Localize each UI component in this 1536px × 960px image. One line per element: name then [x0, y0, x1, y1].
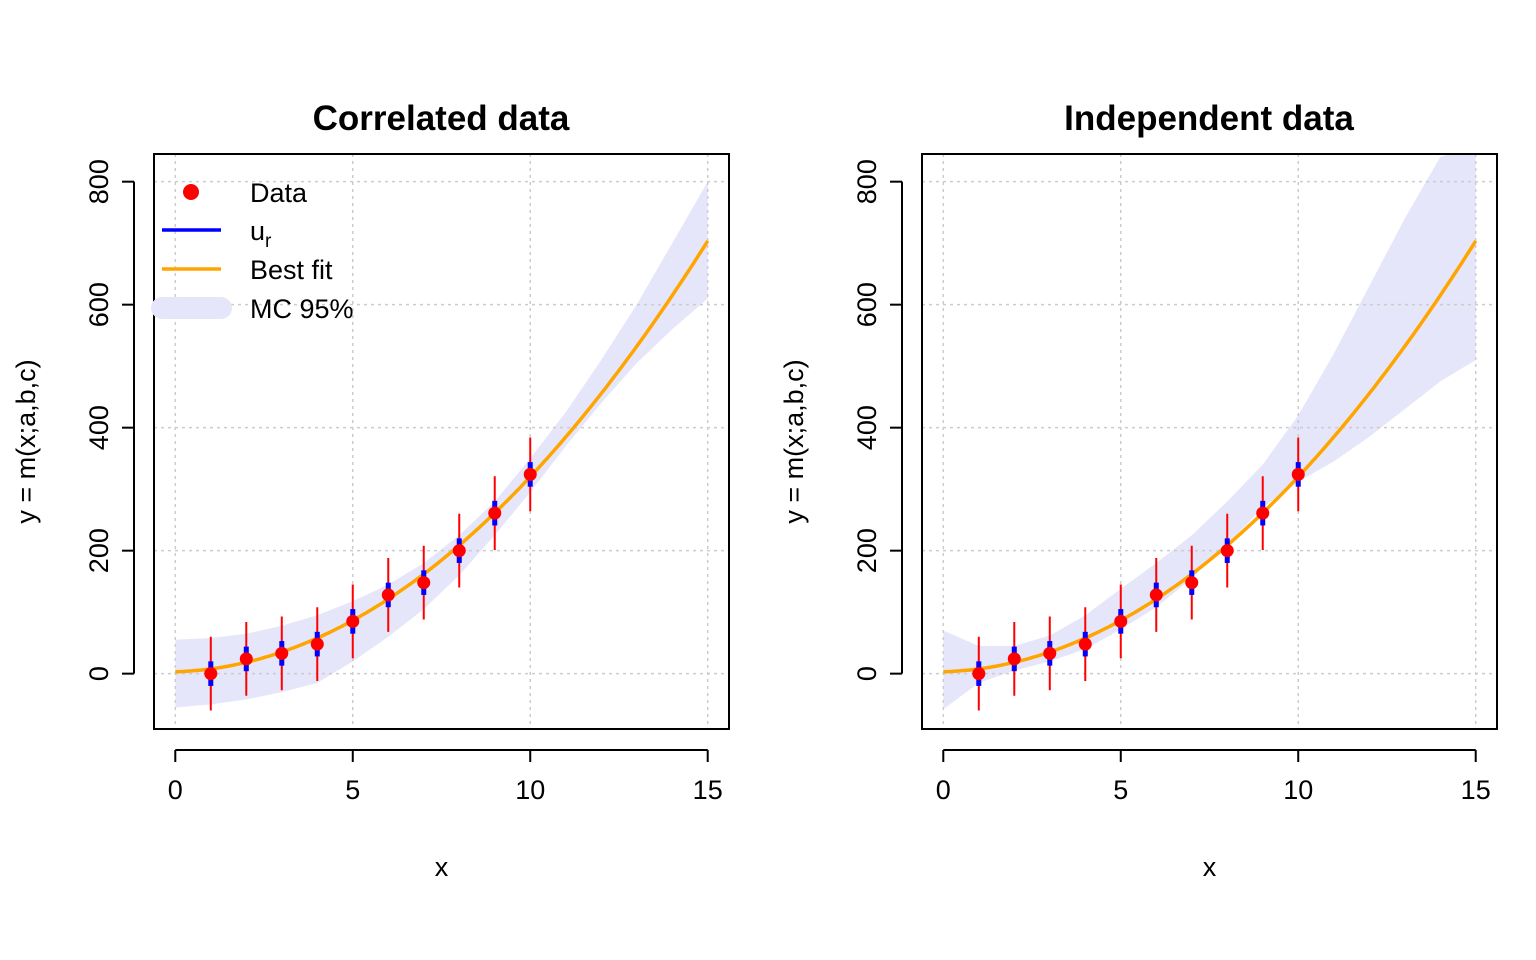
data-point-group — [1043, 616, 1057, 691]
legend-label: ur — [250, 216, 272, 252]
data-point-group — [204, 636, 218, 711]
plot-frame — [921, 153, 1498, 730]
x-tick-label: 15 — [1461, 775, 1491, 805]
legend-label: Data — [250, 178, 308, 208]
data-point-group — [417, 545, 431, 620]
y-tick-label: 200 — [852, 528, 882, 573]
y-tick-label: 400 — [84, 405, 114, 450]
data-point — [239, 652, 253, 666]
x-axis-title: x — [1203, 852, 1217, 882]
y-tick-label: 600 — [84, 282, 114, 327]
y-tick-label: 400 — [852, 405, 882, 450]
data-point — [972, 667, 986, 681]
best-fit-line — [943, 240, 1478, 674]
panel-2: Independent data 0 5 10 15 x 0 200 400 600 800 y = … — [779, 99, 1498, 882]
data-point-group — [1007, 621, 1021, 696]
data-point-group — [1185, 545, 1199, 620]
data-point — [1078, 637, 1092, 651]
legend-entry: ur — [162, 216, 272, 252]
mc-95-band — [175, 181, 708, 708]
data-point-group — [1114, 584, 1128, 659]
data-point — [1007, 652, 1021, 666]
data-point — [1149, 588, 1163, 602]
x-tick-label: 5 — [1113, 775, 1128, 805]
data-point — [488, 506, 502, 520]
legend-point-icon — [183, 184, 199, 200]
data-point — [523, 467, 537, 481]
x-tick-label: 10 — [1283, 775, 1313, 805]
x-axis: 0 5 10 15 x — [936, 749, 1491, 882]
panel-1: Correlated data 0 5 10 15 x 0 200 400 600 800 y = m… — [11, 99, 730, 882]
data-point — [1291, 467, 1305, 481]
legend-label: MC 95% — [250, 294, 354, 324]
data-point-group — [346, 584, 360, 659]
data-point-group — [1149, 558, 1163, 632]
data-point-group — [972, 636, 986, 711]
y-tick-label: 0 — [852, 666, 882, 681]
data-point-group — [381, 558, 395, 632]
panel-title: Independent data — [1064, 99, 1354, 138]
plot-area — [922, 154, 1497, 729]
y-tick-label: 0 — [84, 666, 114, 681]
plot-area — [154, 154, 729, 729]
x-axis: 0 5 10 15 x — [168, 749, 723, 882]
y-axis-title: y = m(x;a,b,c) — [11, 359, 41, 523]
data-point — [1185, 576, 1199, 590]
data-point — [1043, 646, 1057, 660]
data-point — [452, 544, 466, 558]
data-point — [417, 576, 431, 590]
data-point-group — [1220, 513, 1234, 588]
data-point — [1114, 614, 1128, 628]
data-point-group — [452, 513, 466, 588]
legend-label: Best fit — [250, 255, 333, 285]
legend-entry: Best fit — [162, 255, 333, 285]
y-axis-title: y = m(x;a,b,c) — [779, 359, 809, 523]
y-tick-label: 800 — [84, 159, 114, 204]
legend-subscript: r — [265, 231, 272, 252]
data-point-group — [310, 607, 324, 682]
y-tick-label: 800 — [852, 159, 882, 204]
data-point — [1220, 544, 1234, 558]
x-tick-label: 0 — [936, 775, 951, 805]
data-point-group — [1256, 476, 1270, 551]
x-tick-label: 5 — [345, 775, 360, 805]
data-point — [381, 588, 395, 602]
y-tick-label: 600 — [852, 282, 882, 327]
legend-entry: Data — [183, 178, 308, 208]
data-point-group — [523, 437, 537, 512]
x-tick-label: 0 — [168, 775, 183, 805]
mc-95-band — [943, 154, 1476, 710]
y-axis: 0 200 400 600 800 y = m(x;a,b,c) — [779, 159, 903, 681]
panel-title: Correlated data — [313, 99, 570, 138]
data-point — [346, 614, 360, 628]
data-point — [275, 646, 289, 660]
data-point — [204, 667, 218, 681]
best-fit-line — [175, 240, 710, 674]
data-point-group — [239, 621, 253, 696]
data-point-group — [1078, 607, 1092, 682]
plot-frame — [153, 153, 730, 730]
data-point — [1256, 506, 1270, 520]
data-point-group — [275, 616, 289, 691]
y-tick-label: 200 — [84, 528, 114, 573]
x-tick-label: 10 — [515, 775, 545, 805]
data-point-group — [1291, 437, 1305, 512]
legend-entry: MC 95% — [151, 294, 354, 324]
x-tick-label: 15 — [693, 775, 723, 805]
data-point — [310, 637, 324, 651]
x-axis-title: x — [435, 852, 449, 882]
data-point-group — [488, 476, 502, 551]
y-axis: 0 200 400 600 800 y = m(x;a,b,c) — [11, 159, 135, 681]
